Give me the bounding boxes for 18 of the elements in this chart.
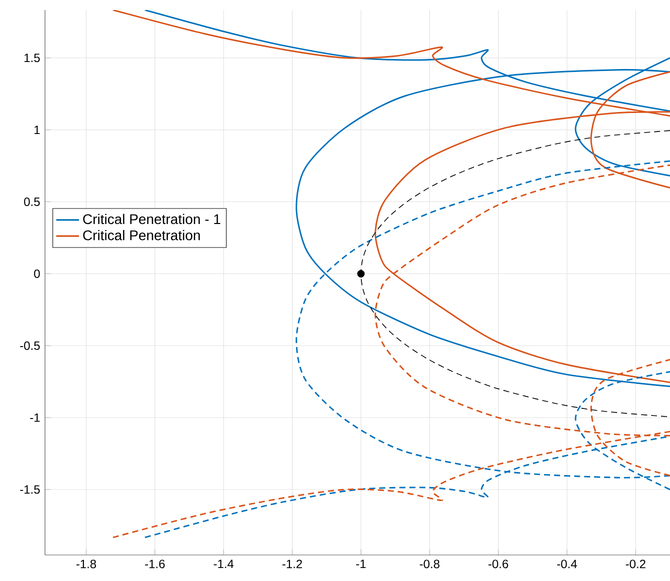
x-tick-label: -1 xyxy=(356,560,366,568)
x-tick-label: -1.6 xyxy=(145,560,165,568)
y-tick-label: 0 xyxy=(34,269,40,278)
x-tick-label: -0.6 xyxy=(488,560,508,568)
x-tick-label: -0.2 xyxy=(626,560,646,568)
legend-label: Critical Penetration - 1 xyxy=(83,214,220,224)
x-tick-label: -0.4 xyxy=(557,560,577,568)
y-tick-label: 1.5 xyxy=(24,54,40,62)
x-tick-label: -0.8 xyxy=(420,560,440,568)
y-tick-label: 1 xyxy=(34,126,40,134)
x-tick-label: -1.8 xyxy=(76,560,96,568)
y-tick-label: -1.5 xyxy=(20,485,40,494)
y-tick-label: -1 xyxy=(30,413,40,422)
x-tick-label: -1.4 xyxy=(214,560,234,568)
y-tick-label: -0.5 xyxy=(20,341,40,350)
legend-label: Critical Penetration xyxy=(83,230,200,240)
y-tick-label: 0.5 xyxy=(24,198,40,206)
x-tick-label: -1.2 xyxy=(282,560,302,568)
